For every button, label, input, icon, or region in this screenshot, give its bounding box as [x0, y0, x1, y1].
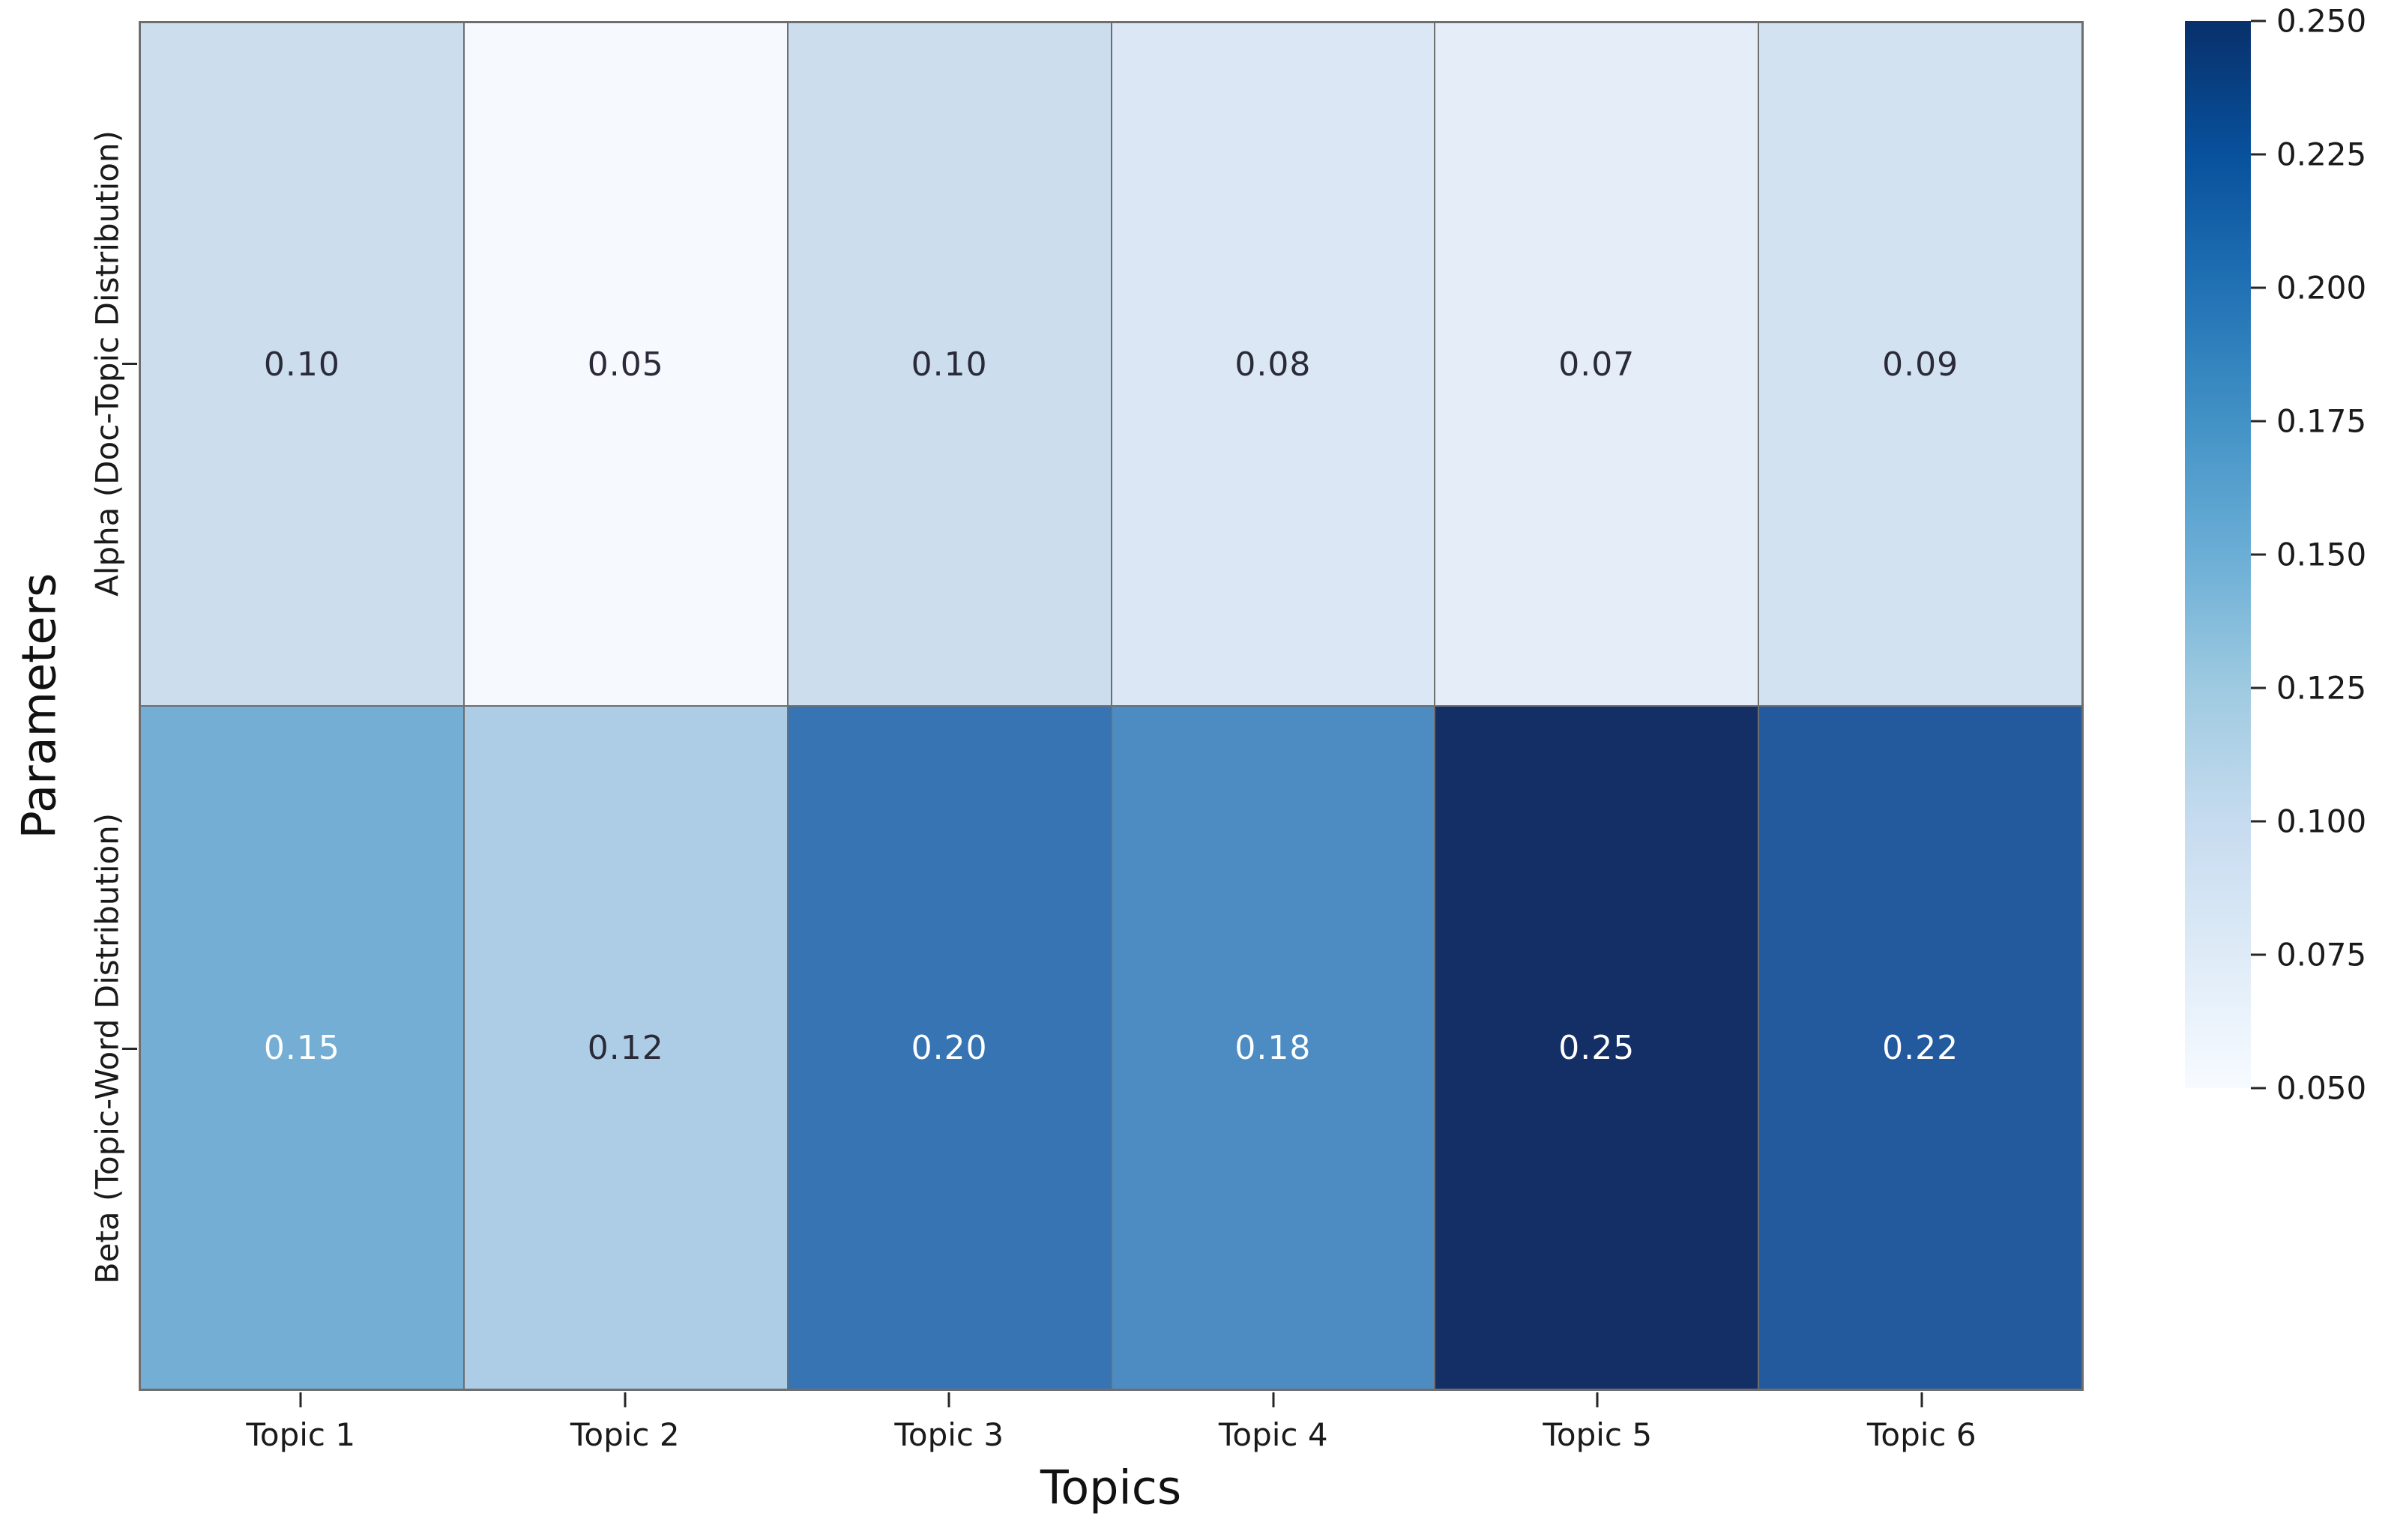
cell-alpha-topic-4: 0.08: [1111, 22, 1435, 706]
cell-beta-topic-6: 0.22: [1758, 706, 2082, 1389]
colorbar-tick-label: 0.250: [2276, 2, 2367, 40]
colorbar-tick: 0.175: [2251, 403, 2366, 440]
cell-alpha-topic-6: 0.09: [1758, 22, 2082, 706]
cell-alpha-topic-5: 0.07: [1435, 22, 1759, 706]
colorbar-tick-label: 0.125: [2276, 669, 2367, 707]
cell-alpha-topic-3: 0.10: [787, 22, 1112, 706]
xtick-mark-topic-5: [1596, 1392, 1599, 1407]
cell-beta-topic-4: 0.18: [1111, 706, 1435, 1389]
colorbar-tick: 0.250: [2251, 3, 2366, 40]
colorbar-tick-mark: [2251, 820, 2266, 823]
colorbar-tick: 0.125: [2251, 670, 2366, 707]
xtick-label-topic-6: Topic 6: [1866, 1416, 1977, 1453]
xtick-label-topic-5: Topic 5: [1543, 1416, 1653, 1453]
xtick-label-topic-4: Topic 4: [1218, 1416, 1328, 1453]
xtick-label-topic-1: Topic 1: [246, 1416, 356, 1453]
colorbar-tick-label: 0.050: [2276, 1069, 2367, 1107]
y-axis-label: Parameters: [11, 573, 67, 839]
colorbar-tick: 0.225: [2251, 136, 2366, 173]
cell-beta-topic-2: 0.12: [463, 706, 788, 1389]
colorbar-tick-label: 0.075: [2276, 936, 2367, 973]
xtick-label-topic-3: Topic 3: [894, 1416, 1004, 1453]
cell-alpha-topic-1: 0.10: [140, 22, 464, 706]
heatmap-plot: 0.10 0.05 0.10 0.08 0.07 0.09 0.15 0.12 …: [139, 21, 2084, 1391]
xtick-mark-topic-1: [299, 1392, 302, 1407]
colorbar-tick-label: 0.175: [2276, 402, 2367, 440]
cell-beta-topic-3: 0.20: [787, 706, 1112, 1389]
ytick-mark-beta: [122, 1048, 137, 1050]
ytick-label-alpha: Alpha (Doc-Topic Distribution): [88, 130, 126, 597]
colorbar-tick-mark: [2251, 420, 2266, 423]
xtick-mark-topic-4: [1272, 1392, 1275, 1407]
colorbar-gradient: [2185, 21, 2251, 1088]
colorbar-tick-mark: [2251, 686, 2266, 689]
colorbar-tick-mark: [2251, 153, 2266, 156]
colorbar-tick: 0.075: [2251, 937, 2366, 973]
xtick-mark-topic-2: [624, 1392, 627, 1407]
colorbar-tick-label: 0.225: [2276, 136, 2367, 173]
colorbar-tick: 0.200: [2251, 270, 2366, 307]
cell-alpha-topic-2: 0.05: [463, 22, 788, 706]
colorbar-tick: 0.150: [2251, 537, 2366, 573]
colorbar-tick-label: 0.150: [2276, 536, 2367, 573]
colorbar-tick-mark: [2251, 19, 2266, 22]
colorbar-tick-mark: [2251, 553, 2266, 556]
colorbar-tick: 0.100: [2251, 803, 2366, 840]
colorbar-tick-mark: [2251, 953, 2266, 956]
colorbar-tick-label: 0.200: [2276, 269, 2367, 307]
colorbar-tick: 0.050: [2251, 1070, 2366, 1107]
cell-beta-topic-1: 0.15: [140, 706, 464, 1389]
xtick-mark-topic-3: [947, 1392, 950, 1407]
ytick-label-beta: Beta (Topic-Word Distribution): [88, 812, 126, 1284]
cell-beta-topic-5: 0.25: [1435, 706, 1759, 1389]
xtick-mark-topic-6: [1920, 1392, 1923, 1407]
x-axis-label: Topics: [1040, 1460, 1182, 1515]
ytick-mark-alpha: [122, 363, 137, 365]
colorbar-tick-label: 0.100: [2276, 803, 2367, 840]
colorbar-tick-mark: [2251, 1087, 2266, 1090]
xtick-label-topic-2: Topic 2: [570, 1416, 680, 1453]
colorbar-ticks: 0.250 0.225 0.200 0.175 0.150 0.125 0.10…: [2251, 3, 2400, 1107]
colorbar-tick-mark: [2251, 286, 2266, 289]
